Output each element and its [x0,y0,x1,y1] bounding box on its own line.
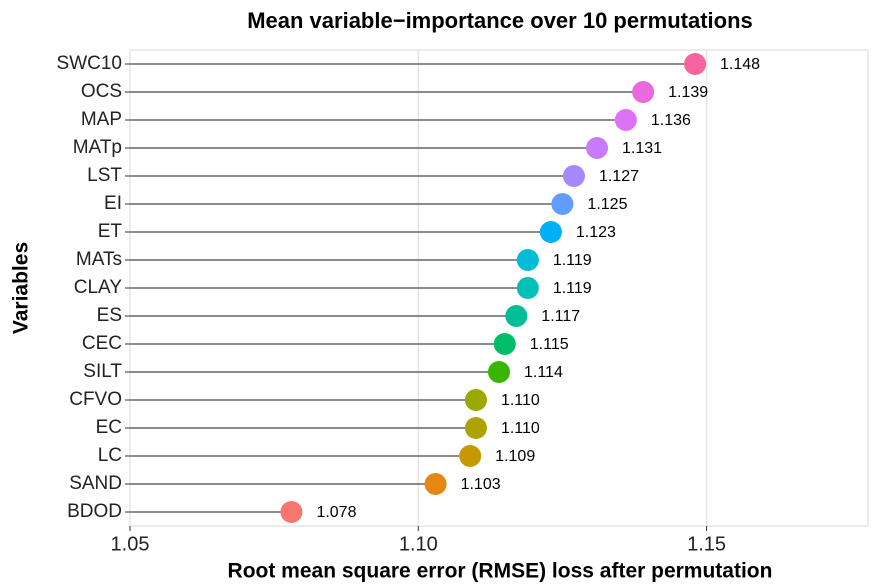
y-tick-label: ET [98,221,123,242]
point [424,473,447,495]
value-label: 1.103 [461,476,501,493]
value-label: 1.115 [530,336,569,353]
x-tick-label: 1.15 [687,533,726,555]
x-tick-label: 1.05 [111,533,150,555]
point [464,389,487,411]
value-label: 1.109 [495,448,535,465]
y-tick-label: EI [104,193,122,214]
point [516,249,539,271]
y-axis-label: Variables [10,242,33,334]
value-label: 1.114 [524,364,563,381]
value-label: 1.139 [668,84,708,101]
y-tick-label: SAND [69,473,122,494]
x-axis-label: Root mean square error (RMSE) loss after… [228,560,773,583]
value-label: 1.110 [501,392,540,409]
value-label: 1.136 [651,112,691,129]
y-tick-label: LC [98,445,122,466]
y-tick-label: CLAY [74,277,123,298]
point [280,501,303,523]
value-label: 1.110 [501,420,540,437]
y-tick-label: LST [87,165,122,186]
y-tick-label: CEC [82,333,122,354]
point [586,137,609,159]
point [614,109,637,131]
value-label: 1.125 [587,196,627,213]
chart-title: Mean variable−importance over 10 permuta… [247,8,753,33]
value-label: 1.131 [622,140,662,157]
y-tick-label: CFVO [69,389,122,410]
y-tick-label: ES [97,305,122,326]
point [459,445,482,467]
point [516,277,539,299]
value-label: 1.117 [541,308,580,325]
y-tick-label: SWC10 [57,53,122,74]
value-label: 1.078 [316,504,356,521]
point [632,81,655,103]
y-tick-label: EC [96,417,122,438]
point [562,165,585,187]
y-tick-label: OCS [81,81,122,102]
value-label: 1.148 [720,56,760,73]
point [684,53,707,75]
point [464,417,487,439]
value-label: 1.119 [553,280,592,297]
point [505,305,528,327]
y-tick-label: BDOD [67,501,122,522]
point [488,361,510,383]
y-tick-label: MATs [76,249,122,270]
value-label: 1.127 [599,168,639,185]
x-tick-label: 1.10 [399,533,438,555]
y-tick-label: MAP [81,109,122,130]
point [539,221,562,243]
y-tick-label: SILT [83,361,122,382]
value-label: 1.119 [553,252,592,269]
point [551,193,574,215]
point [493,333,516,355]
y-tick-label: MATp [73,137,122,158]
value-label: 1.123 [576,224,616,241]
